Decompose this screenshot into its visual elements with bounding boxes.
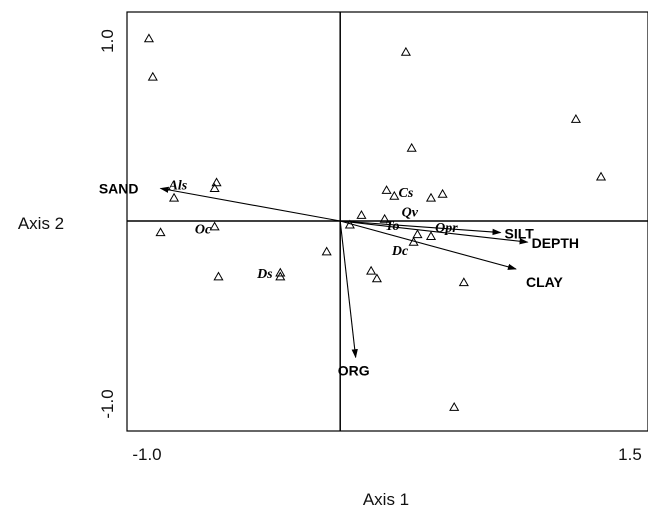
species-label: Oc (195, 223, 212, 238)
site-point (356, 210, 367, 219)
x-tick-label-min: -1.0 (132, 445, 161, 464)
site-point (321, 246, 332, 256)
vector-arrow-sand (159, 186, 341, 222)
vector-label-silt: SILT (505, 226, 535, 242)
y-axis-title: Axis 2 (18, 214, 64, 233)
y-tick-label-min: -1.0 (98, 389, 117, 418)
site-point (366, 265, 377, 275)
site-point (449, 402, 460, 411)
site-point (275, 267, 286, 277)
site-point (412, 229, 423, 239)
site-point (211, 177, 222, 187)
y-tick-label-max: 1.0 (98, 29, 117, 53)
site-point (570, 114, 581, 123)
vector-arrow-org (339, 220, 358, 359)
site-point (389, 190, 400, 200)
vector-arrow-clay (340, 220, 517, 270)
site-point (213, 271, 224, 281)
x-tick-label-max: 1.5 (618, 445, 642, 464)
vector-arrow-depth (340, 220, 529, 245)
species-label: Opr (435, 221, 458, 236)
site-point (437, 188, 448, 198)
site-point (209, 183, 220, 193)
site-point (147, 71, 158, 81)
site-point (425, 231, 437, 241)
vector-label-org: ORG (338, 362, 370, 378)
species-label: Als (168, 179, 188, 194)
species-label: Qv (402, 205, 419, 220)
vector-label-sand: SAND (99, 180, 139, 196)
site-point (425, 192, 437, 202)
site-point (400, 46, 411, 56)
species-label: To (385, 219, 399, 234)
site-point (275, 271, 286, 281)
site-points (143, 33, 607, 411)
site-point (406, 142, 417, 152)
site-point (209, 221, 220, 231)
site-point (595, 171, 607, 181)
site-point (381, 185, 392, 194)
site-point (168, 192, 180, 202)
vector-label-depth: DEPTH (532, 235, 579, 251)
species-label: Cs (398, 186, 413, 201)
site-point (379, 213, 390, 223)
site-point (155, 227, 166, 237)
species-label: Ds (256, 267, 273, 282)
species-label: Dc (391, 244, 409, 259)
x-axis-title: Axis 1 (363, 490, 409, 509)
site-point (143, 33, 154, 43)
vector-label-clay: CLAY (526, 274, 563, 290)
site-point (458, 277, 469, 287)
site-point (371, 273, 382, 283)
vector-arrow-silt (340, 220, 502, 236)
